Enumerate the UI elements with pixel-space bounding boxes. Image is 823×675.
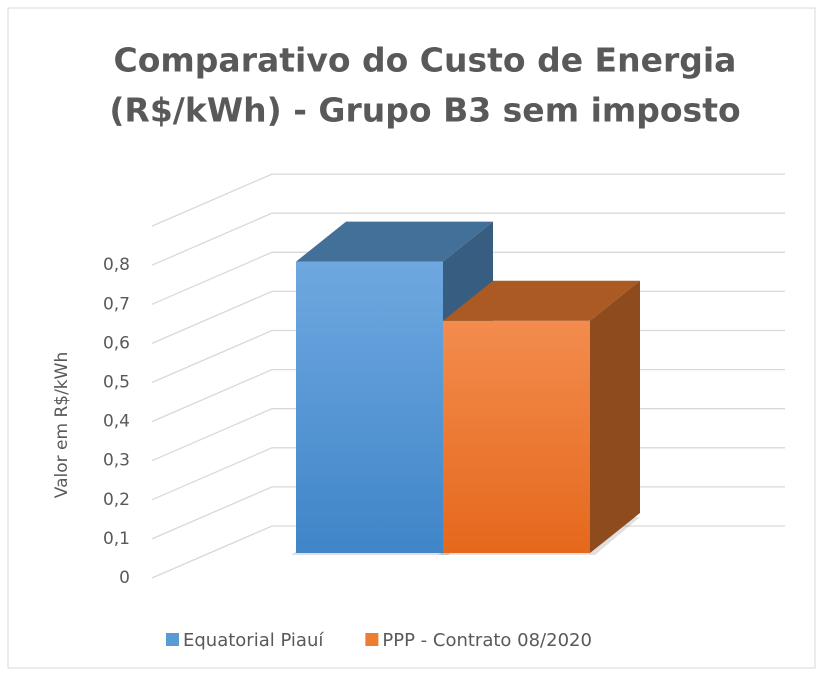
bar [443, 320, 590, 553]
bar-top [296, 221, 493, 262]
chart-title: (R$/kWh) - Grupo B3 sem imposto [109, 91, 740, 130]
y-tick-label: 0,8 [103, 255, 130, 275]
bar [296, 261, 443, 553]
y-tick-label: 0 [119, 568, 130, 588]
bar-top [443, 280, 640, 321]
y-tick-label: 0,3 [103, 451, 130, 471]
legend-label: Equatorial Piauí [183, 630, 324, 651]
bar-side [590, 280, 640, 553]
grid-line [151, 212, 785, 266]
y-tick-label: 0,6 [103, 333, 130, 353]
grid-line [151, 173, 785, 227]
y-axis-label: Valor em R$/kWh [52, 352, 72, 498]
grid-line [151, 251, 785, 305]
chart-title: Comparativo do Custo de Energia [114, 41, 737, 80]
y-tick-label: 0,7 [103, 294, 130, 314]
legend-label: PPP - Contrato 08/2020 [382, 630, 592, 651]
legend-swatch [166, 633, 179, 646]
y-tick-label: 0,5 [103, 373, 130, 393]
y-tick-label: 0,4 [103, 412, 130, 432]
y-tick-label: 0,1 [103, 529, 130, 549]
y-tick-label: 0,2 [103, 490, 130, 510]
legend-swatch [365, 633, 379, 646]
